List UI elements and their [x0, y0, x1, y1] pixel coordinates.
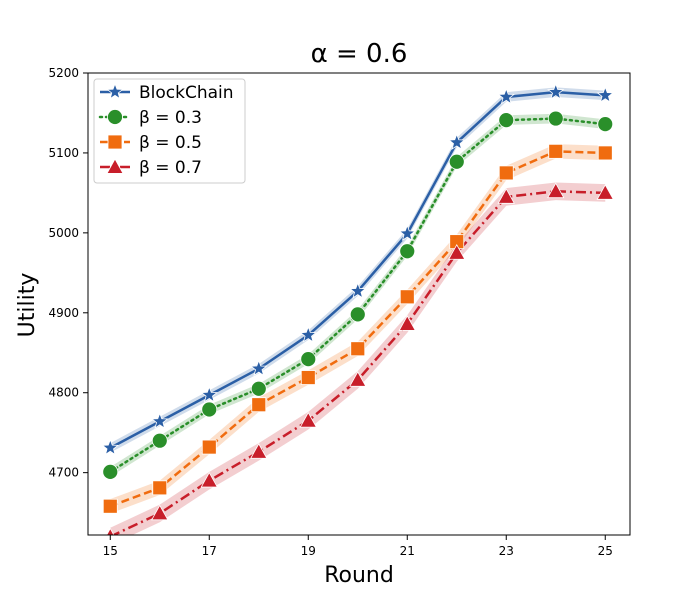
point-blockchain-19	[299, 326, 317, 343]
chart-title: α = 0.6	[311, 39, 408, 69]
y-axis-label: Utility	[15, 273, 40, 338]
point-blockchain-16	[151, 412, 169, 429]
point-blockchain-23	[497, 87, 515, 105]
plot-frame	[87, 72, 631, 536]
band-0-5	[110, 144, 606, 514]
x-tick-label-17: 17	[202, 544, 217, 558]
point-0-7-17	[200, 471, 218, 488]
point-0-7-18	[250, 443, 268, 459]
y-tick-label-4800: 4800	[48, 386, 79, 400]
point-0-7-23	[497, 188, 515, 204]
legend-marker-0-5	[107, 134, 123, 150]
point-0-3-22	[448, 153, 465, 170]
point-0-7-25	[596, 184, 614, 200]
point-blockchain-20	[349, 282, 367, 299]
point-0-5-15	[102, 498, 118, 514]
point-0-3-25	[597, 116, 614, 133]
point-blockchain-17	[200, 385, 218, 403]
point-0-7-15	[106, 527, 115, 535]
point-0-3-24	[547, 110, 564, 127]
y-tick-label-4700: 4700	[48, 466, 79, 480]
legend: BlockChain β = 0.3 β = 0.5 β = 0.7	[93, 78, 246, 184]
x-tick-label-25: 25	[598, 544, 613, 558]
point-0-7-16	[151, 504, 169, 521]
point-0-3-20	[349, 306, 366, 323]
point-0-7-19	[299, 411, 317, 428]
legend-label-0-7: β = 0.7	[139, 158, 202, 178]
point-0-3-17	[201, 401, 218, 418]
x-tick-label-15: 15	[103, 544, 118, 558]
point-blockchain-25	[596, 86, 614, 103]
legend-marker-0-3	[107, 109, 123, 125]
y-axis-ticks: 4700 4800 4900 5000 5100 5200	[48, 66, 88, 480]
point-0-7-24	[547, 182, 565, 199]
point-blockchain-22	[448, 133, 466, 150]
point-0-5-25	[597, 145, 613, 161]
series-markers	[101, 83, 614, 535]
x-tick-label-19: 19	[301, 544, 316, 558]
point-blockchain-18	[250, 359, 268, 377]
legend-label-blockchain: BlockChain	[139, 83, 234, 103]
point-0-5-23	[498, 165, 514, 181]
point-0-3-19	[300, 351, 317, 368]
point-0-3-16	[151, 432, 168, 449]
point-0-3-15	[102, 463, 119, 480]
point-blockchain-21	[398, 224, 416, 242]
y-tick-label-5000: 5000	[48, 226, 79, 240]
x-axis-label: Round	[324, 563, 394, 588]
point-0-5-24	[548, 143, 564, 159]
x-tick-label-23: 23	[499, 544, 514, 558]
legend-label-0-3: β = 0.3	[139, 108, 202, 128]
point-0-3-18	[250, 380, 267, 397]
point-blockchain-15	[101, 438, 119, 456]
point-0-5-21	[399, 289, 415, 305]
y-tick-label-5200: 5200	[48, 66, 79, 80]
point-0-3-21	[399, 243, 416, 260]
point-0-5-20	[350, 341, 366, 357]
point-0-3-23	[498, 112, 515, 129]
point-0-7-22	[448, 244, 466, 260]
point-0-5-18	[251, 397, 267, 413]
line-0-7	[110, 190, 606, 535]
point-blockchain-24	[547, 83, 565, 100]
point-0-5-16	[152, 480, 168, 496]
y-tick-label-5100: 5100	[48, 146, 79, 160]
point-0-7-20	[349, 371, 367, 387]
legend-marker-0-7	[106, 158, 124, 174]
point-0-5-19	[300, 370, 316, 385]
x-tick-label-21: 21	[400, 544, 415, 558]
legend-label-0-5: β = 0.5	[139, 133, 202, 153]
point-0-7-21	[398, 315, 416, 331]
y-tick-label-4900: 4900	[48, 306, 79, 320]
x-axis-ticks: 15 17 19 21 23 25	[103, 535, 613, 558]
point-0-5-17	[201, 439, 217, 455]
legend-box	[93, 78, 246, 184]
legend-marker-blockchain	[106, 82, 124, 100]
